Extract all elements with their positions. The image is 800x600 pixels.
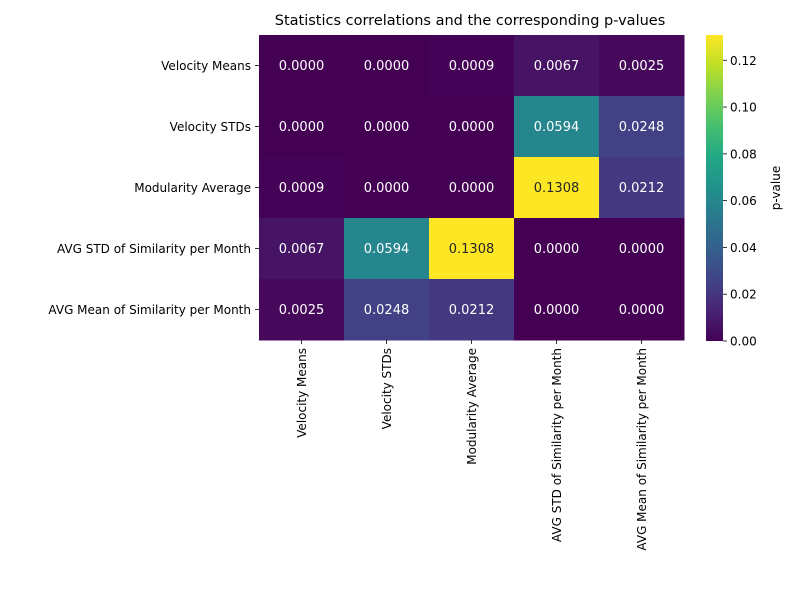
cell-value-label: 0.0212 — [449, 303, 495, 318]
x-tick-label: Modularity Average — [465, 348, 479, 465]
cell-value-label: 0.0000 — [449, 120, 495, 135]
x-tick-label: Velocity STDs — [380, 348, 394, 429]
cell-value-label: 0.0000 — [279, 59, 325, 74]
colorbar-tick-label: 0.12 — [730, 54, 757, 68]
heatmap-cell — [599, 96, 685, 158]
heatmap-cell — [514, 218, 600, 280]
colorbar-label: p-value — [769, 166, 783, 210]
heatmap-cell — [514, 157, 600, 219]
heatmap-cell — [344, 157, 430, 219]
cell-value-label: 0.0000 — [364, 59, 410, 74]
cell-value-label: 0.0067 — [279, 242, 325, 257]
x-tick-label: AVG STD of Similarity per Month — [550, 348, 564, 542]
colorbar-tick-label: 0.02 — [730, 288, 757, 302]
heatmap-cell — [259, 157, 345, 219]
heatmap-cell — [599, 279, 685, 341]
colorbar-tick-label: 0.08 — [730, 147, 757, 161]
cell-value-label: 0.0000 — [364, 120, 410, 135]
cell-value-label: 0.0000 — [619, 242, 665, 257]
cell-value-label: 0.0009 — [279, 181, 325, 196]
y-tick-label: AVG Mean of Similarity per Month — [48, 303, 251, 317]
cell-value-label: 0.0000 — [619, 303, 665, 318]
heatmap-cell — [429, 279, 515, 341]
heatmap-cell — [429, 218, 515, 280]
x-tick-label: AVG Mean of Similarity per Month — [635, 348, 649, 551]
cell-value-label: 0.1308 — [534, 181, 580, 196]
cell-value-label: 0.0594 — [364, 242, 410, 257]
heatmap-cell — [344, 96, 430, 158]
heatmap-cell — [514, 96, 600, 158]
x-axis-ticks: Velocity Means Velocity STDs Modularity Av… — [295, 340, 649, 551]
heatmap-cells: 0.0000 0.0000 0.0009 0.0067 0.0025 0.0000 0.00… — [259, 35, 685, 341]
y-tick-label: AVG STD of Similarity per Month — [57, 242, 251, 256]
cell-value-label: 0.0000 — [364, 181, 410, 196]
heatmap-cell — [514, 279, 600, 341]
y-tick-label: Velocity STDs — [170, 120, 251, 134]
heatmap-cell — [344, 218, 430, 280]
cell-value-label: 0.0009 — [449, 59, 495, 74]
x-tick-label: Velocity Means — [295, 348, 309, 438]
cell-value-label: 0.0025 — [279, 303, 325, 318]
cell-value-label: 0.0067 — [534, 59, 580, 74]
colorbar: 0.00 0.02 0.04 0.06 0.08 0.10 0.12 p-value — [706, 35, 783, 349]
chart-title: Statistics correlations and the correspo… — [275, 13, 666, 29]
colorbar-tick-label: 0.00 — [730, 335, 757, 349]
cell-value-label: 0.0000 — [279, 120, 325, 135]
heatmap-cell — [344, 35, 430, 97]
heatmap-cell — [429, 35, 515, 97]
heatmap-cell — [259, 96, 345, 158]
cell-value-label: 0.0000 — [534, 303, 580, 318]
heatmap-cell — [429, 157, 515, 219]
y-tick-label: Velocity Means — [161, 59, 251, 73]
heatmap-cell — [259, 218, 345, 280]
colorbar-tick-label: 0.04 — [730, 241, 757, 255]
cell-value-label: 0.0248 — [619, 120, 665, 135]
cell-value-label: 0.1308 — [449, 242, 495, 257]
heatmap-cell — [599, 218, 685, 280]
heatmap-cell — [599, 157, 685, 219]
heatmap-cell — [429, 96, 515, 158]
y-tick-label: Modularity Average — [134, 181, 251, 195]
cell-value-label: 0.0212 — [619, 181, 665, 196]
cell-value-label: 0.0000 — [449, 181, 495, 196]
cell-value-label: 0.0248 — [364, 303, 410, 318]
y-axis-ticks: Velocity Means Velocity STDs Modularity Av… — [48, 59, 259, 317]
heatmap-cell — [599, 35, 685, 97]
cell-value-label: 0.0000 — [534, 242, 580, 257]
colorbar-tick-label: 0.10 — [730, 101, 757, 115]
heatmap-cell — [259, 35, 345, 97]
colorbar-gradient — [706, 35, 723, 341]
cell-value-label: 0.0025 — [619, 59, 665, 74]
heatmap-cell — [344, 279, 430, 341]
heatmap-cell — [259, 279, 345, 341]
cell-value-label: 0.0594 — [534, 120, 580, 135]
colorbar-tick-label: 0.06 — [730, 194, 757, 208]
heatmap-cell — [514, 35, 600, 97]
